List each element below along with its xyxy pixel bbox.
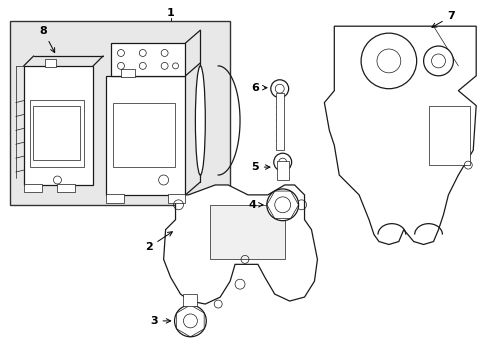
Circle shape [183,314,197,328]
Circle shape [273,153,291,171]
Polygon shape [106,76,185,195]
Polygon shape [24,66,93,185]
Bar [121,69,135,77]
Circle shape [423,46,452,76]
Text: 6: 6 [250,83,266,93]
Ellipse shape [195,66,205,175]
Circle shape [278,158,286,166]
Polygon shape [163,185,317,304]
Bar [30,100,84,167]
Circle shape [275,84,284,93]
Bar [275,93,283,150]
Bar [113,103,174,167]
Bar [10,21,230,205]
Bar [106,194,123,203]
Circle shape [174,305,206,337]
Text: 7: 7 [431,11,454,27]
Text: 4: 4 [247,200,263,210]
Bar [57,184,75,192]
Polygon shape [111,43,185,76]
Bar [276,161,288,180]
Circle shape [274,197,290,213]
Text: 3: 3 [150,316,170,326]
Circle shape [270,80,288,98]
Text: 8: 8 [40,26,55,53]
Text: 5: 5 [251,162,269,172]
Circle shape [431,54,445,68]
Circle shape [376,49,400,73]
Bar [24,184,41,192]
Circle shape [360,33,416,89]
Text: 1: 1 [166,8,174,18]
Circle shape [266,189,298,221]
Bar [183,294,197,306]
Text: 2: 2 [144,232,172,252]
Polygon shape [324,26,475,244]
Bar [167,194,185,203]
Bar [427,105,469,165]
Bar [33,105,80,160]
Bar [44,59,56,67]
Bar [210,205,284,260]
